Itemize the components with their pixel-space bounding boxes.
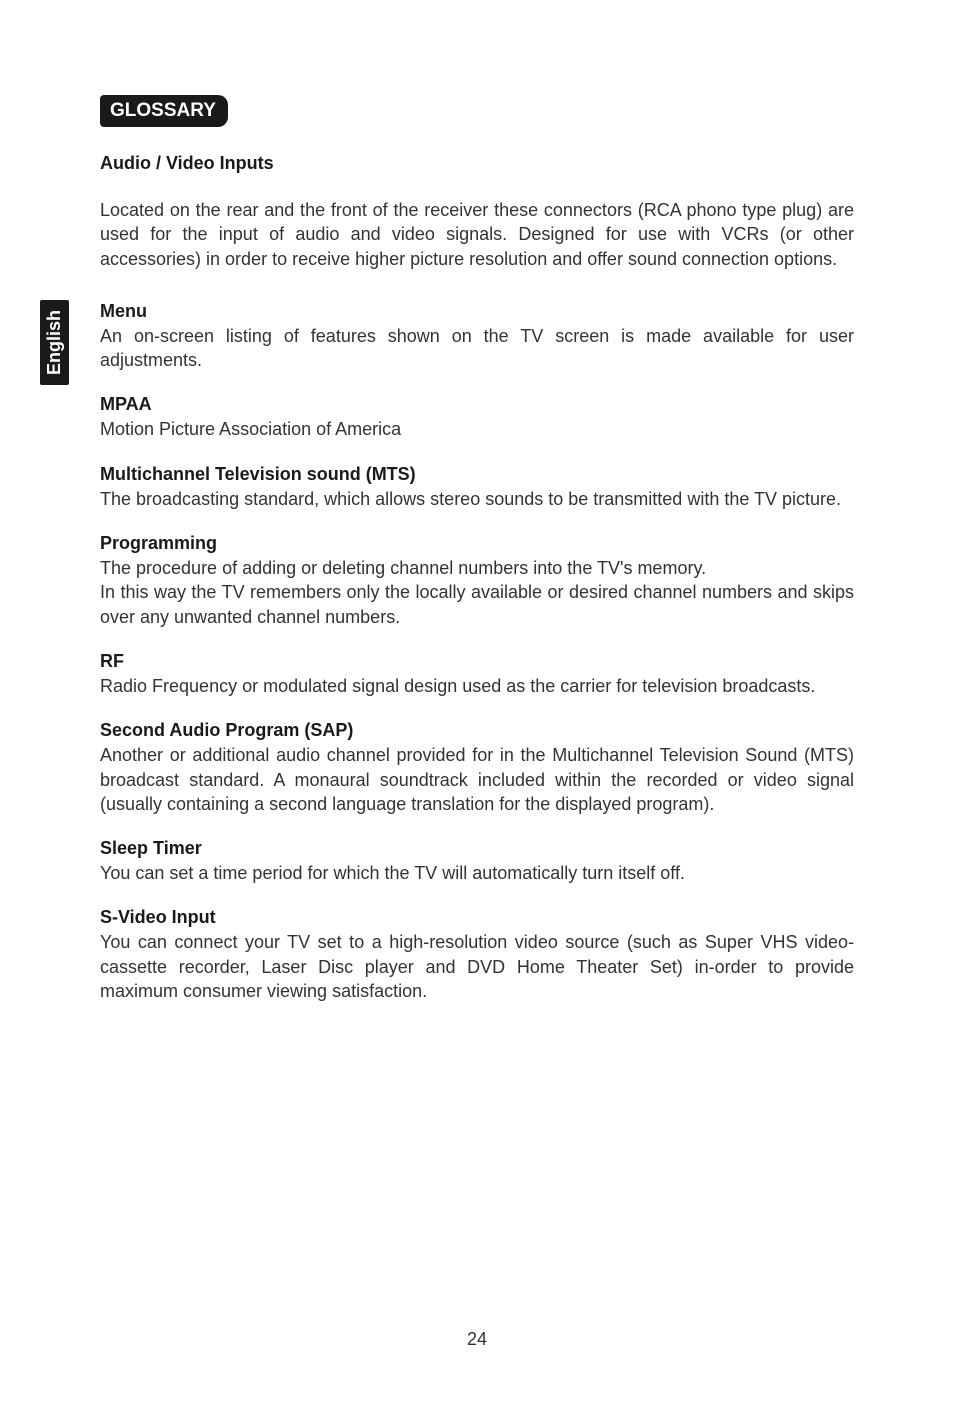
page-content: GLOSSARY Audio / Video Inputs Located on… — [0, 0, 954, 1003]
entry-title: Audio / Video Inputs — [100, 153, 854, 174]
page-number: 24 — [0, 1329, 954, 1350]
entry-title: Multichannel Television sound (MTS) — [100, 464, 854, 485]
entry-body: Motion Picture Association of America — [100, 417, 854, 441]
entry-title: MPAA — [100, 394, 854, 415]
entry-body: Radio Frequency or modulated signal desi… — [100, 674, 854, 698]
entry-title: Menu — [100, 301, 854, 322]
entry-title: RF — [100, 651, 854, 672]
entry-body: You can set a time period for which the … — [100, 861, 854, 885]
glossary-entry-svideo: S-Video Input You can connect your TV se… — [100, 907, 854, 1003]
section-header-badge: GLOSSARY — [100, 95, 228, 127]
entry-body: The broadcasting standard, which allows … — [100, 487, 854, 511]
entry-body: An on-screen listing of features shown o… — [100, 324, 854, 373]
entry-title: Second Audio Program (SAP) — [100, 720, 854, 741]
entry-body: Located on the rear and the front of the… — [100, 198, 854, 271]
entry-title: S-Video Input — [100, 907, 854, 928]
entry-body: You can connect your TV set to a high-re… — [100, 930, 854, 1003]
entry-title: Programming — [100, 533, 854, 554]
entry-title: Sleep Timer — [100, 838, 854, 859]
entry-body: Another or additional audio channel prov… — [100, 743, 854, 816]
entry-body: The procedure of adding or deleting chan… — [100, 556, 854, 629]
glossary-entry-mpaa: MPAA Motion Picture Association of Ameri… — [100, 394, 854, 441]
language-tab: English — [40, 300, 69, 385]
glossary-entry-rf: RF Radio Frequency or modulated signal d… — [100, 651, 854, 698]
glossary-entry-audio-video: Audio / Video Inputs Located on the rear… — [100, 153, 854, 271]
glossary-entry-programming: Programming The procedure of adding or d… — [100, 533, 854, 629]
glossary-entry-sap: Second Audio Program (SAP) Another or ad… — [100, 720, 854, 816]
glossary-entry-sleep: Sleep Timer You can set a time period fo… — [100, 838, 854, 885]
glossary-entry-mts: Multichannel Television sound (MTS) The … — [100, 464, 854, 511]
glossary-entry-menu: Menu An on-screen listing of features sh… — [100, 301, 854, 373]
